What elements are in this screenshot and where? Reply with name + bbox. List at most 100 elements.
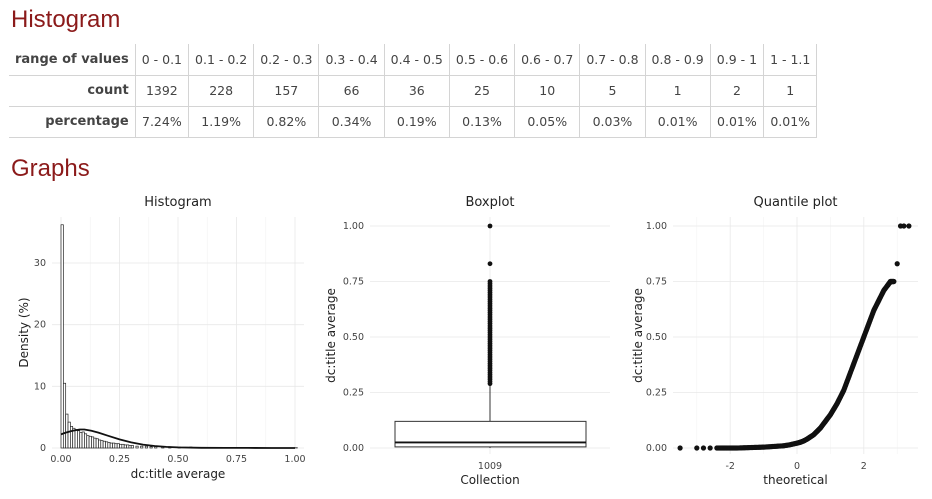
histogram-bar (114, 443, 118, 449)
percentage-cell: 0.19% (383, 105, 450, 138)
histogram-bar (74, 429, 78, 449)
count-cell: 10 (514, 74, 581, 107)
y-tick-label: 0.50 (646, 332, 667, 343)
count-cell: 36 (383, 74, 450, 107)
y-tick-label: 1.00 (646, 221, 667, 232)
count-cell: 5 (579, 74, 646, 107)
count-cell: 1 (763, 74, 818, 107)
row-label-count: count (9, 74, 136, 107)
range-cell: 0.5 - 0.6 (448, 44, 516, 76)
count-cell: 1392 (134, 74, 190, 107)
qq-point (694, 445, 700, 451)
percentage-cell: 0.82% (253, 105, 320, 138)
x-tick-label: 1009 (478, 461, 502, 472)
histogram-bar (79, 432, 83, 449)
histogram-bar (130, 445, 134, 449)
y-tick-label: 0.00 (646, 443, 667, 454)
histogram-chart: 0.00 0.25 0.50 0.75 1.00 Histogram 0 10 20 30 Dens… (17, 195, 306, 481)
graphs-heading: Graphs (11, 155, 90, 182)
qq-point (894, 261, 900, 267)
boxplot-chart: Boxplot 0.00 0.25 0.50 0.75 1.00 dc:title aver… (324, 195, 610, 487)
range-cell: 0.9 - 1 (709, 44, 765, 76)
percentage-cell: 0.05% (514, 105, 581, 138)
count-row: count 1392 228 157 66 36 25 10 5 1 2 1 (9, 74, 818, 107)
percentage-cell: 0.01% (644, 105, 711, 138)
y-tick-label: 0.00 (343, 443, 364, 454)
histogram-bar (81, 431, 85, 449)
histogram-bar (77, 430, 81, 449)
histogram-bar (84, 433, 88, 449)
count-cell: 157 (253, 74, 320, 107)
range-cell: 0.2 - 0.3 (253, 44, 320, 76)
histogram-bar (116, 443, 120, 449)
y-axis-label: Density (%) (17, 297, 31, 367)
row-label-percentage: percentage (9, 105, 136, 138)
histogram-bar (65, 413, 69, 449)
percentage-cell: 0.01% (709, 105, 765, 138)
outlier-point (487, 223, 493, 229)
outlier-point (487, 261, 493, 267)
range-row: range of values 0 - 0.1 0.1 - 0.2 0.2 - … (9, 44, 818, 76)
histogram-bar (86, 435, 90, 449)
x-tick-label: 1.00 (284, 454, 305, 465)
y-axis-label: dc:title average (324, 288, 338, 383)
range-cell: 1 - 1.1 (763, 44, 818, 76)
range-cell: 0.1 - 0.2 (188, 44, 255, 76)
qq-point (707, 445, 713, 451)
count-cell: 66 (318, 74, 385, 107)
x-tick-label: 2 (861, 461, 867, 472)
histogram-bar (70, 426, 74, 449)
chart-title: Histogram (144, 195, 211, 210)
histogram-bar (121, 443, 125, 449)
qq-point (700, 445, 707, 451)
histogram-bar (128, 445, 132, 449)
count-cell: 25 (448, 74, 516, 107)
x-tick-label: 0 (794, 461, 800, 472)
histogram-bar (91, 436, 95, 449)
y-tick-label: 0 (40, 443, 46, 454)
range-cell: 0 - 0.1 (134, 44, 190, 76)
percentage-cell: 1.19% (188, 105, 255, 138)
y-axis-label: dc:title average (631, 288, 645, 383)
histogram-bar (60, 224, 64, 449)
count-cell: 1 (644, 74, 711, 107)
percentage-cell: 7.24% (134, 105, 190, 138)
count-cell: 2 (709, 74, 765, 107)
range-cell: 0.3 - 0.4 (318, 44, 385, 76)
percentage-cell: 0.34% (318, 105, 385, 138)
histogram-bar (95, 438, 99, 449)
y-tick-label: 30 (34, 258, 46, 269)
percentage-cell: 0.13% (448, 105, 516, 138)
y-tick-label: 20 (34, 320, 46, 331)
range-cell: 0.8 - 0.9 (644, 44, 711, 76)
histogram-bar (135, 445, 139, 449)
qq-point (891, 278, 897, 285)
histogram-bar (123, 444, 127, 449)
percentage-cell: 0.01% (763, 105, 818, 138)
chart-title: Quantile plot (753, 195, 837, 210)
histogram-bar (144, 445, 148, 449)
x-axis-label: dc:title average (131, 467, 226, 481)
histogram-bar (140, 445, 144, 449)
y-tick-label: 0.75 (343, 277, 364, 288)
histogram-bar (98, 439, 102, 449)
x-tick-label: 0.50 (167, 454, 188, 465)
x-tick-label: 0.00 (50, 454, 71, 465)
x-tick-label: 0.25 (109, 454, 130, 465)
x-tick-label: 0.75 (226, 454, 247, 465)
x-tick-label: -2 (725, 461, 734, 472)
histogram-bar (100, 440, 104, 449)
qq-point (906, 223, 912, 229)
x-axis-label: Collection (460, 473, 519, 487)
range-cell: 0.4 - 0.5 (383, 44, 450, 76)
histogram-bar (112, 442, 116, 449)
count-cell: 228 (188, 74, 255, 107)
qq-point (901, 223, 907, 229)
chart-title: Boxplot (465, 195, 514, 210)
y-tick-label: 10 (34, 381, 46, 392)
y-tick-label: 1.00 (343, 221, 364, 232)
histogram-bar (102, 440, 106, 449)
quantile-plot-chart: -2 0 2 Quantile plot 0.00 0.25 0.50 0.75 1.00 dc:… (631, 195, 918, 487)
charts-area: 0.00 0.25 0.50 0.75 1.00Histogram0102030Dens… (17, 195, 918, 487)
y-tick-label: 0.25 (343, 388, 364, 399)
